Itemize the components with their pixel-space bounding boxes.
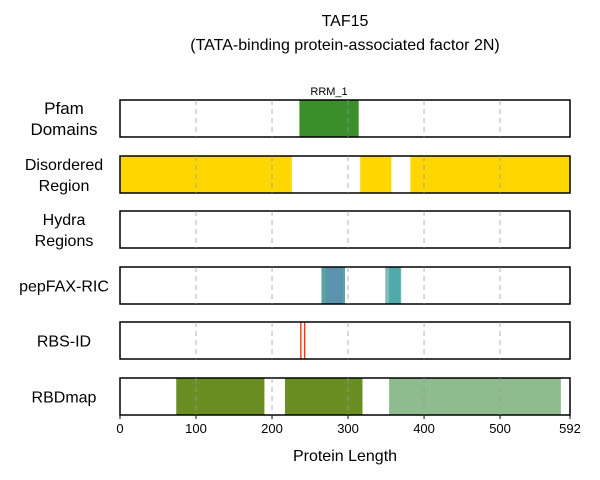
x-tick-label: 200: [261, 421, 283, 436]
grid-lines: [195, 100, 501, 415]
x-tick-label: 300: [337, 421, 359, 436]
track-label: Region: [39, 178, 90, 195]
track-segment: [176, 378, 265, 415]
track-label: Hydra: [43, 212, 86, 229]
track-border: [119, 377, 571, 416]
track-border: [119, 155, 571, 194]
chart-title-line: (TATA-binding protein-associated factor …: [190, 37, 499, 54]
x-axis-title: Protein Length: [293, 448, 397, 465]
x-tick-label: 0: [116, 421, 123, 436]
x-tick-label: 592: [559, 421, 581, 436]
track-border: [119, 321, 571, 360]
domain-label: RRM_1: [310, 86, 347, 98]
track-background: [120, 211, 570, 248]
track: RRM_1 Pfam Domains: [30, 86, 571, 139]
track-label: Domains: [30, 120, 97, 139]
track-label: Regions: [35, 233, 94, 250]
track-label: RBDmap: [32, 390, 97, 407]
track: Hydra Regions: [35, 210, 571, 250]
track-segment: [410, 156, 570, 193]
x-tick-label: 500: [489, 421, 511, 436]
track-label: Disordered: [25, 157, 103, 174]
track-segment: [284, 378, 363, 415]
track-segment: [120, 156, 292, 193]
track-background: [120, 322, 570, 359]
tracks: RRM_1 Pfam Domains Disordered Region Hydra Reg…: [19, 86, 571, 416]
track-segment: [303, 322, 306, 359]
track-segment: [360, 156, 392, 193]
track: pepFAX-RIC: [19, 266, 571, 305]
x-tick-label: 100: [185, 421, 207, 436]
track-segment: [389, 378, 561, 415]
x-tick-label: 400: [413, 421, 435, 436]
track-border: [119, 266, 571, 305]
x-axis: 0 100 200 300 400 500 592: [116, 415, 581, 436]
track-label: RBS-ID: [37, 334, 91, 351]
track-border: [119, 210, 571, 249]
track-label: pepFAX-RIC: [19, 279, 109, 296]
track-segment: [325, 267, 343, 304]
chart-title-line: TAF15: [322, 13, 369, 30]
track: RBS-ID: [37, 321, 571, 360]
track: RBDmap: [32, 377, 571, 416]
track-label: Pfam: [44, 99, 84, 118]
track: Disordered Region: [25, 155, 571, 195]
track-segment: [389, 267, 402, 304]
track-segment: [299, 100, 359, 137]
track-segment: [300, 322, 302, 359]
track-border: [119, 99, 571, 138]
chart-title: TAF15 (TATA-binding protein-associated fa…: [190, 13, 499, 54]
